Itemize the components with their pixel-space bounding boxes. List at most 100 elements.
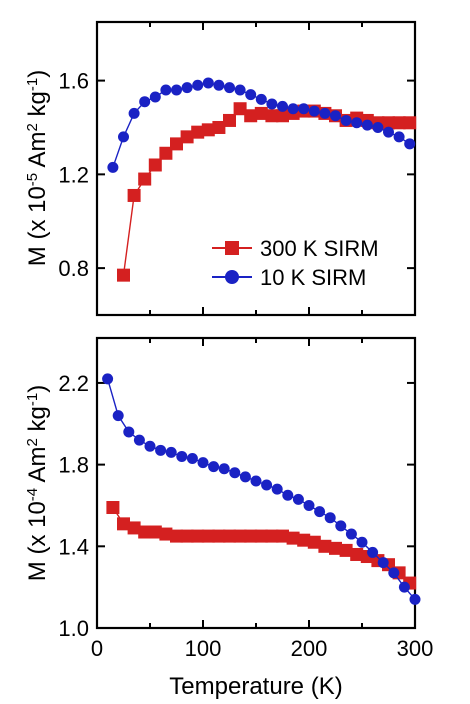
data-point-square (276, 109, 289, 123)
data-point-circle (255, 93, 267, 105)
data-point-square (127, 188, 141, 202)
data-point-circle (345, 528, 357, 540)
legend-entry-10k: 10 K SIRM (212, 265, 366, 290)
y-tick-label: 0.8 (58, 256, 89, 281)
data-point-square (180, 529, 194, 543)
data-point-square (307, 535, 321, 549)
data-point-circle (250, 475, 262, 487)
bottom-panel-y-ticks: 1.0 1.4 1.8 2.2 (58, 371, 415, 641)
data-point-circle (208, 461, 220, 473)
data-point-square (382, 116, 395, 130)
data-point-square (148, 158, 162, 172)
data-point-circle (176, 450, 188, 462)
data-point-circle (202, 77, 214, 89)
data-point-square (180, 130, 194, 144)
data-point-circle (197, 457, 209, 469)
data-point-circle (356, 536, 368, 548)
data-point-square (403, 116, 417, 130)
top-panel-series (107, 77, 417, 282)
data-point-circle (245, 89, 257, 101)
data-point-circle (266, 98, 278, 110)
data-point-circle (330, 110, 341, 122)
data-point-square (286, 531, 300, 545)
data-point-square (339, 543, 353, 557)
legend-label-300k: 300 K SIRM (260, 236, 379, 261)
legend-marker-10k (225, 270, 239, 284)
data-point-square (254, 529, 268, 543)
data-point-circle (261, 479, 273, 491)
data-point-square (138, 525, 152, 539)
data-point-circle (388, 567, 400, 579)
data-point-circle (128, 107, 140, 119)
top-panel-y-axis-title: M (x 10-5 Am2 kg-1) (24, 70, 52, 266)
data-point-circle (133, 434, 145, 446)
data-point-circle (404, 138, 416, 150)
top-panel-frame (95, 20, 417, 317)
data-point-square (392, 116, 406, 130)
data-point-circle (298, 103, 310, 115)
data-point-square (350, 547, 364, 561)
data-point-square (212, 120, 226, 134)
data-point-square (117, 268, 130, 282)
y-tick-label: 1.4 (58, 534, 89, 559)
data-point-circle (160, 84, 172, 96)
x-tick-label: 0 (91, 636, 103, 661)
data-point-circle (367, 546, 379, 558)
bottom-panel-series (102, 373, 421, 605)
data-point-circle (102, 373, 114, 385)
data-point-square (117, 517, 130, 531)
data-point-square (318, 539, 332, 553)
y-tick-label: 1.0 (58, 616, 89, 641)
data-point-square (170, 529, 183, 543)
bottom-panel-y-axis-title: M (x 10-4 Am2 kg-1) (24, 385, 52, 581)
data-point-square (233, 529, 247, 543)
data-point-square (138, 172, 152, 186)
data-point-circle (372, 121, 384, 133)
x-axis-title: Temperature (K) (169, 673, 342, 700)
data-point-square (265, 109, 279, 123)
data-point-circle (112, 410, 124, 422)
data-point-square (223, 113, 236, 127)
top-panel: 0.8 1.2 1.6 M (x 10-5 Am2 kg-1) 300 K SIRM… (24, 20, 417, 317)
data-point-circle (229, 467, 241, 479)
data-point-square (276, 529, 289, 543)
data-point-square (170, 137, 183, 151)
top-panel-x-ticks (96, 22, 416, 315)
data-point-circle (351, 117, 363, 129)
data-point-circle (361, 119, 373, 131)
data-point-square (201, 529, 215, 543)
series-line (106, 378, 416, 600)
x-tick-label: 100 (185, 636, 222, 661)
data-point-circle (144, 440, 156, 452)
y-tick-label: 1.8 (58, 453, 89, 478)
data-point-circle (224, 82, 235, 94)
data-point-square (297, 533, 311, 547)
data-point-circle (118, 131, 129, 143)
data-point-circle (213, 79, 225, 91)
data-point-square (329, 541, 342, 555)
data-point-square (265, 529, 279, 543)
data-point-circle (393, 131, 405, 143)
data-point-square (201, 123, 215, 137)
data-point-circle (181, 82, 193, 94)
data-point-square (223, 529, 236, 543)
data-point-circle (314, 506, 326, 518)
x-tick-label: 200 (291, 636, 328, 661)
data-point-circle (234, 84, 246, 96)
data-point-square (244, 109, 258, 123)
legend-label-10k: 10 K SIRM (260, 265, 366, 290)
data-point-circle (377, 557, 389, 569)
data-point-square (106, 501, 120, 515)
data-point-circle (409, 593, 421, 605)
data-point-square (233, 102, 247, 116)
legend-entry-300k: 300 K SIRM (212, 236, 379, 261)
data-point-circle (192, 79, 204, 91)
data-point-circle (319, 107, 331, 119)
legend: 300 K SIRM 10 K SIRM (212, 236, 379, 290)
data-point-circle (308, 105, 320, 117)
data-point-circle (277, 100, 288, 112)
top-panel-y-ticks: 0.8 1.2 1.6 (58, 69, 415, 281)
data-point-circle (292, 493, 304, 505)
data-point-circle (139, 96, 151, 108)
